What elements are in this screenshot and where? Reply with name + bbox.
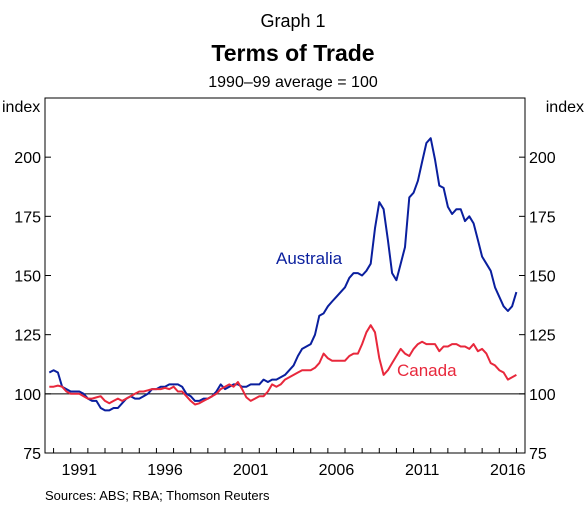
y-tick-label-right: 200 [529,150,556,167]
x-tick-label: 2011 [405,462,440,479]
y-axis-label-right: index [546,99,584,116]
series-label-australia: Australia [276,249,343,268]
y-tick-label-right: 100 [529,387,556,404]
x-tick-label: 2016 [490,462,526,479]
x-tick-label: 2006 [319,462,355,479]
y-tick-label-right: 125 [529,328,556,345]
series-line-canada [49,324,517,406]
x-tick-label: 1991 [61,462,97,479]
sources-note: Sources: ABS; RBA; Thomson Reuters [45,488,270,503]
y-tick-label-left: 75 [23,446,41,463]
y-tick-label-left: 100 [14,387,41,404]
y-tick-label-right: 150 [529,269,556,286]
graph-number: Graph 1 [260,11,326,31]
chart-subtitle: 1990–99 average = 100 [208,74,378,91]
y-tick-label-left: 200 [14,150,41,167]
x-tick-label: 2001 [233,462,269,479]
y-tick-label-left: 150 [14,269,41,286]
y-axis-label-left: index [2,99,40,116]
series-label-canada: Canada [397,361,457,380]
chart-title: Terms of Trade [211,40,375,66]
x-tick-label: 1996 [147,462,183,479]
y-tick-label-left: 175 [14,209,41,226]
y-tick-label-right: 175 [529,209,556,226]
y-tick-label-left: 125 [14,328,41,345]
y-tick-label-right: 75 [529,446,547,463]
